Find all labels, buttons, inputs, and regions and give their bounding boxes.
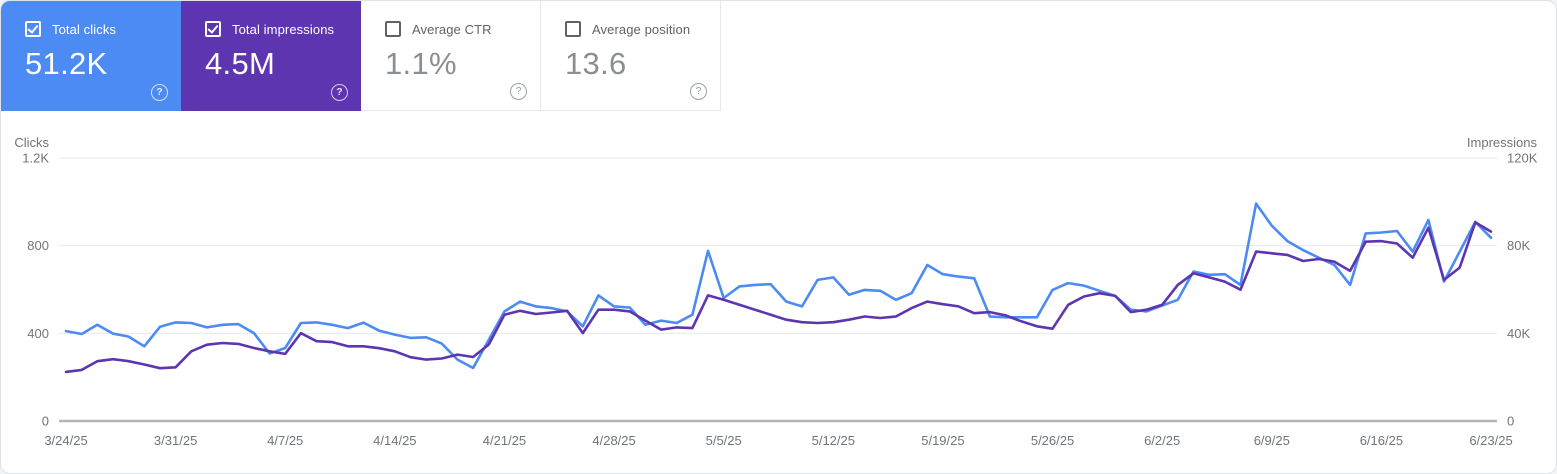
right-axis-tick: 40K [1507,326,1530,341]
x-axis-date-label: 6/2/25 [1144,433,1180,448]
metric-card-average-position[interactable]: Average position 13.6 ? [541,1,721,111]
metric-value: 4.5M [205,46,276,81]
checkbox-checked-icon[interactable] [205,21,221,37]
x-axis-date-label: 6/16/25 [1360,433,1403,448]
left-axis-tick: 1.2K [22,151,49,166]
x-axis-date-label: 5/26/25 [1031,433,1074,448]
x-axis-date-label: 3/24/25 [44,433,87,448]
x-axis-date-label: 6/9/25 [1254,433,1290,448]
x-axis-date-label: 4/14/25 [373,433,416,448]
checkbox-unchecked-icon[interactable] [565,21,581,37]
right-axis-title: Impressions [1467,135,1538,150]
metric-card-header: Total impressions [205,21,361,37]
clicks-line[interactable] [64,202,1493,370]
metric-card-total-clicks[interactable]: Total clicks 51.2K ? [1,1,181,111]
help-icon[interactable]: ? [331,84,348,101]
performance-chart[interactable]: Clicks Impressions 1.2K 800 400 0 120K 80K 40K 0 3… [1,111,1557,474]
metric-label: Average position [592,21,691,37]
x-axis-date-label: 4/21/25 [483,433,526,448]
checkbox-checked-icon[interactable] [25,21,41,37]
x-axis-date-label: 6/23/25 [1469,433,1512,448]
x-axis-date-label: 5/19/25 [921,433,964,448]
metric-label: Total clicks [52,21,117,37]
help-icon[interactable]: ? [151,84,168,101]
metric-cards: Total clicks 51.2K ? Total impressions 4… [1,1,721,111]
x-axis-date-label: 4/7/25 [267,433,303,448]
metric-card-total-impressions[interactable]: Total impressions 4.5M ? [181,1,361,111]
metric-card-header: Average position [565,21,720,37]
metric-card-header: Total clicks [25,21,181,37]
x-axis-date-label: 5/5/25 [706,433,742,448]
metric-value: 51.2K [25,46,108,81]
right-axis-tick: 120K [1507,151,1538,166]
metric-label: Total impressions [232,21,335,37]
help-icon[interactable]: ? [510,83,527,100]
right-axis-tick: 80K [1507,238,1530,253]
x-axis-date-label: 4/28/25 [592,433,635,448]
left-axis-tick: 400 [27,326,49,341]
impressions-line[interactable] [64,221,1493,374]
left-axis-title: Clicks [14,135,49,150]
help-icon[interactable]: ? [690,83,707,100]
metric-label: Average CTR [412,21,492,37]
checkbox-unchecked-icon[interactable] [385,21,401,37]
metric-value: 1.1% [385,46,457,81]
metric-card-average-ctr[interactable]: Average CTR 1.1% ? [361,1,541,111]
metric-card-header: Average CTR [385,21,540,37]
left-axis-tick: 0 [42,414,49,429]
x-axis-date-label: 3/31/25 [154,433,197,448]
metric-value: 13.6 [565,46,627,81]
x-axis-date-label: 5/12/25 [812,433,855,448]
left-axis-tick: 800 [27,238,49,253]
right-axis-tick: 0 [1507,414,1514,429]
